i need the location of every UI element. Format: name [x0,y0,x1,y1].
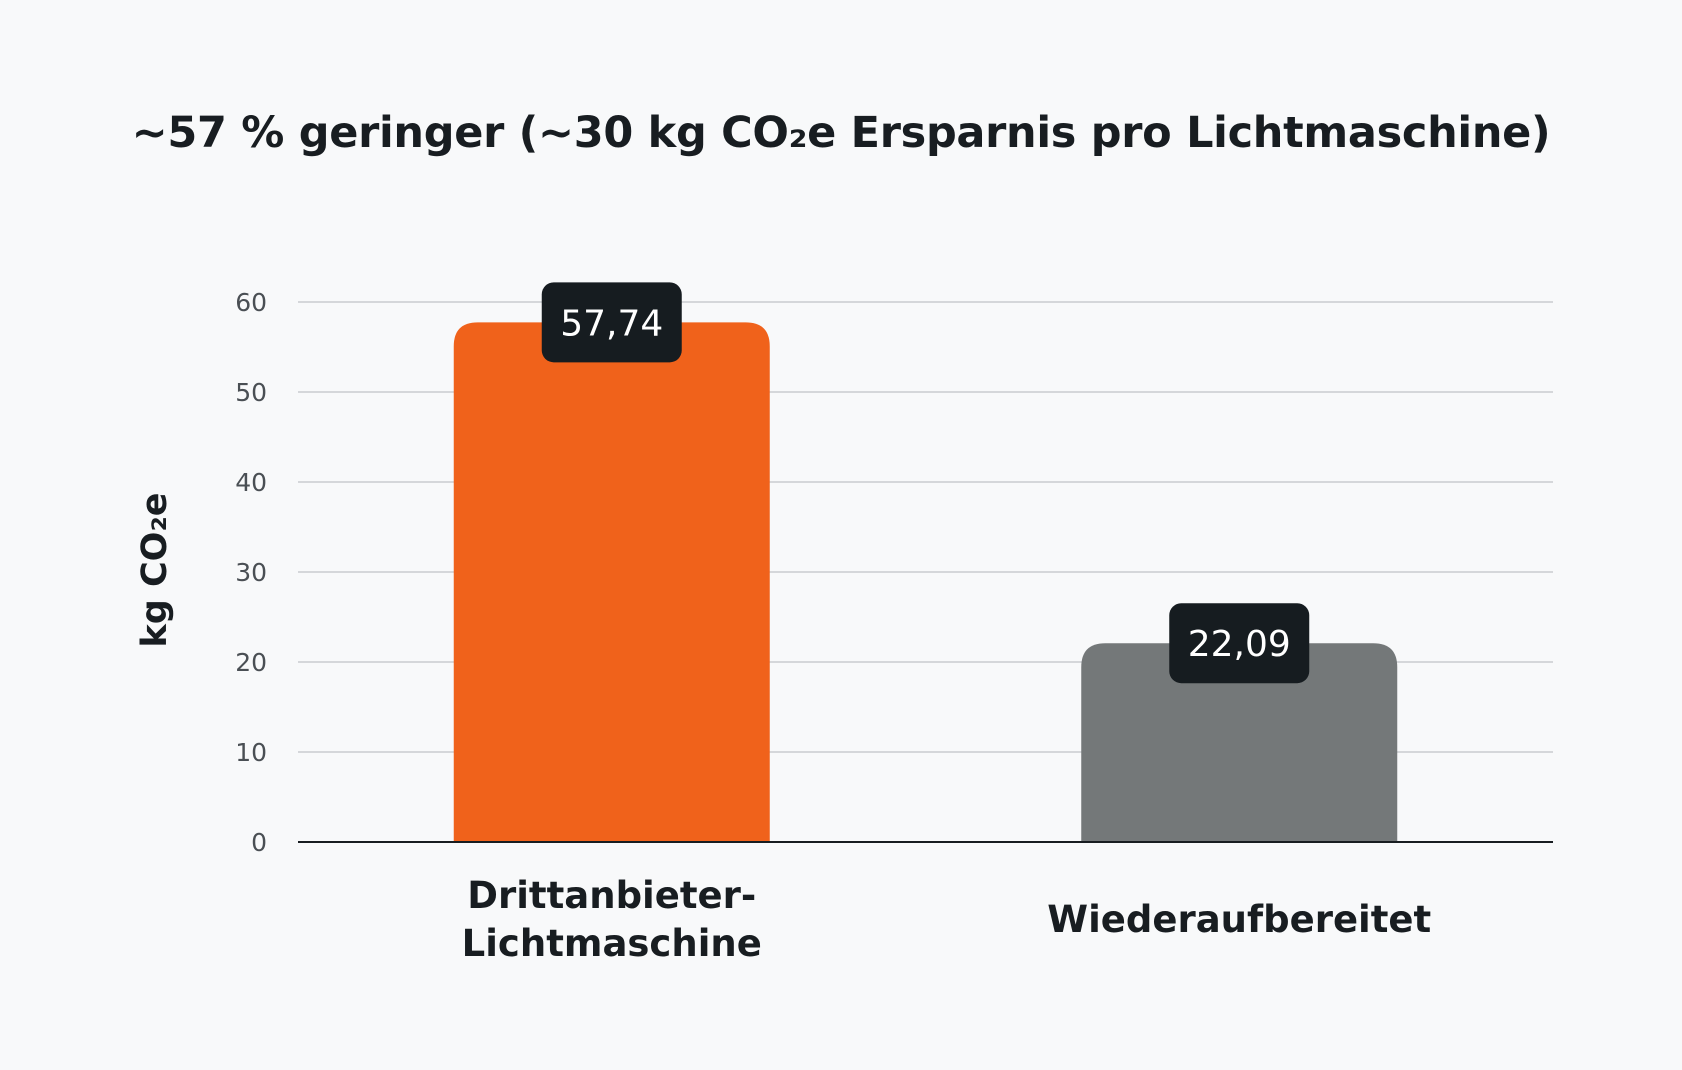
x-category-label-1-0: Wiederaufbereitet [1047,898,1431,941]
y-axis-label: kg CO₂e [135,492,175,647]
y-tick-label-20: 20 [235,648,267,677]
value-badge-0 [541,282,682,363]
y-tick-label-40: 40 [235,468,267,497]
value-label-1: 22,09 [1188,624,1291,665]
x-category-label-0-0: Drittanbieter- [467,874,756,917]
y-tick-label-60: 60 [235,288,267,317]
bar-1 [1081,643,1398,842]
y-tick-label-50: 50 [235,378,267,407]
y-tick-label-10: 10 [235,738,267,767]
x-category-label-0-1: Lichtmaschine [462,922,762,965]
bar-0 [453,322,770,843]
y-tick-label-0: 0 [251,828,267,857]
value-badge-1 [1169,603,1310,684]
value-label-0: 57,74 [560,303,663,344]
y-tick-label-30: 30 [235,558,267,587]
chart-title: ~57 % geringer (~30 kg CO₂e Ersparnis pr… [131,108,1551,158]
